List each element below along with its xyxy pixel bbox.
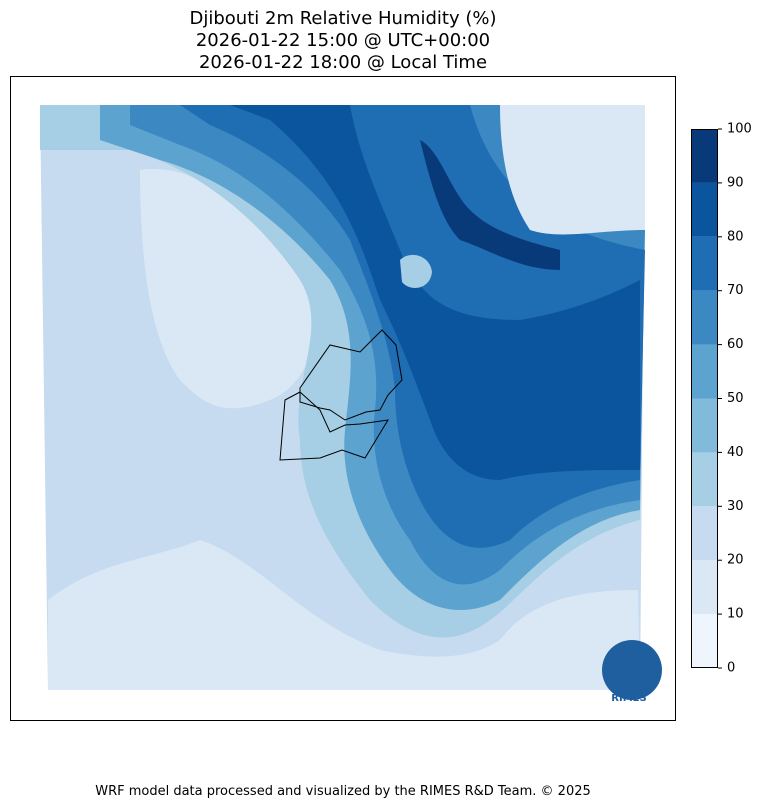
colorbar-segment <box>691 398 718 453</box>
colorbar-tick-label: 0 <box>727 661 735 676</box>
colorbar-segment <box>691 129 718 183</box>
colorbar-tick-label: 90 <box>727 175 744 190</box>
colorbar-tick-label: 40 <box>727 445 744 460</box>
colorbar-tick-label: 30 <box>727 499 744 514</box>
map <box>40 105 645 690</box>
title-line: Djibouti 2m Relative Humidity (%) <box>190 8 497 29</box>
title-line: 2026-01-22 18:00 @ Local Time <box>199 52 487 73</box>
colorbar-segment <box>691 344 718 399</box>
colorbar-segment <box>691 452 718 507</box>
colorbar-segment <box>691 290 718 345</box>
contour <box>230 105 640 480</box>
colorbar-tick-label: 60 <box>727 337 744 352</box>
footer: WRF model data processed and visualized … <box>95 784 591 799</box>
colorbar-segment <box>691 236 718 291</box>
title-line: 2026-01-22 15:00 @ UTC+00:00 <box>196 30 490 51</box>
colorbar-segment <box>691 506 718 561</box>
contour <box>48 540 640 690</box>
colorbar: 0 10 20 30 40 50 60 70 80 90 100 <box>691 122 752 676</box>
contour <box>400 254 432 288</box>
logo-text: RIMES <box>611 693 646 704</box>
colorbar-tick-label: 100 <box>727 122 752 137</box>
colorbar-tick-label: 10 <box>727 607 744 622</box>
contour <box>420 140 560 270</box>
colorbar-segment <box>691 182 718 237</box>
contour <box>500 105 645 235</box>
logo: RIMES <box>602 640 662 704</box>
country-border <box>279 329 403 461</box>
colorbar-segment <box>691 560 718 615</box>
colorbar-tick-label: 20 <box>727 553 744 568</box>
colorbar-segment <box>691 614 718 668</box>
colorbar-tick-label: 80 <box>727 229 744 244</box>
contour <box>140 168 317 409</box>
colorbar-tick-label: 50 <box>727 391 744 406</box>
colorbar-frame <box>691 129 718 668</box>
logo-emblem <box>602 640 662 700</box>
colorbar-tick-label: 70 <box>727 283 744 298</box>
